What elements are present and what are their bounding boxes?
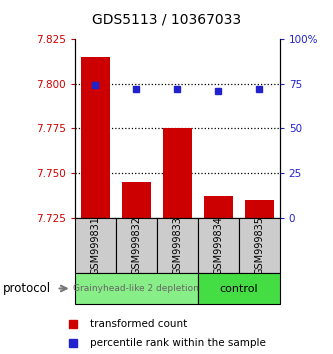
Bar [157, 218, 198, 273]
Bar [245, 200, 274, 218]
Bar [163, 128, 192, 218]
Text: GSM999833: GSM999833 [172, 216, 182, 275]
Bar [81, 57, 110, 218]
Bar [116, 218, 157, 273]
Text: GSM999831: GSM999831 [90, 216, 101, 275]
Text: control: control [219, 284, 258, 293]
Text: GSM999832: GSM999832 [131, 216, 142, 275]
Text: GSM999835: GSM999835 [254, 216, 264, 275]
Text: GDS5113 / 10367033: GDS5113 / 10367033 [92, 12, 241, 27]
Text: transformed count: transformed count [90, 319, 187, 329]
Bar [75, 273, 198, 304]
Text: Grainyhead-like 2 depletion: Grainyhead-like 2 depletion [73, 284, 199, 293]
Bar [122, 182, 151, 218]
Bar [198, 273, 280, 304]
Bar [75, 218, 116, 273]
Text: protocol: protocol [3, 282, 52, 295]
Bar [198, 218, 239, 273]
Bar [204, 196, 233, 218]
Text: GSM999834: GSM999834 [213, 216, 223, 275]
Bar [239, 218, 280, 273]
Text: percentile rank within the sample: percentile rank within the sample [90, 338, 266, 348]
